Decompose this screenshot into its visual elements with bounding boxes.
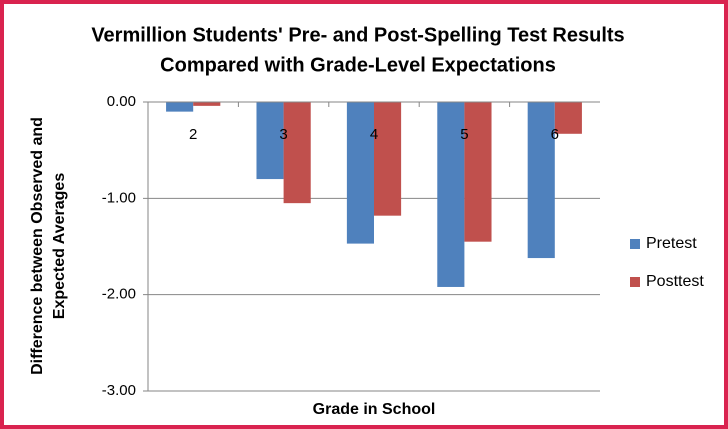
legend-swatch: [630, 239, 640, 249]
legend-swatch: [630, 277, 640, 287]
y-axis-title-line: Difference between Observed and: [29, 117, 46, 375]
bar: [346, 102, 374, 244]
bar: [256, 102, 284, 180]
y-tick-label: 0.00: [107, 93, 136, 110]
x-tick-label: 2: [189, 126, 197, 143]
x-tick-label: 5: [460, 126, 468, 143]
bar: [374, 102, 402, 216]
bar: [283, 102, 311, 204]
y-tick-label: -2.00: [102, 286, 136, 303]
bar: [437, 102, 465, 287]
y-tick-label: -1.00: [102, 189, 136, 206]
chart-title: Vermillion Students' Pre- and Post-Spell…: [91, 24, 624, 46]
y-axis-title-line: Expected Averages: [51, 173, 68, 320]
x-tick-label: 3: [279, 126, 287, 143]
x-tick-label: 6: [551, 126, 559, 143]
bar: [464, 102, 492, 242]
bar: [527, 102, 555, 259]
bar: [166, 102, 194, 112]
legend-label: Posttest: [646, 273, 704, 290]
x-axis-title: Grade in School: [313, 401, 436, 418]
chart-title: Compared with Grade-Level Expectations: [160, 54, 556, 76]
y-tick-label: -3.00: [102, 382, 136, 399]
bar: [554, 102, 582, 134]
y-axis-title: Difference between Observed and Expected…: [29, 117, 68, 375]
bar: [193, 102, 221, 106]
x-tick-label: 4: [370, 126, 378, 143]
legend-label: Pretest: [646, 235, 697, 252]
